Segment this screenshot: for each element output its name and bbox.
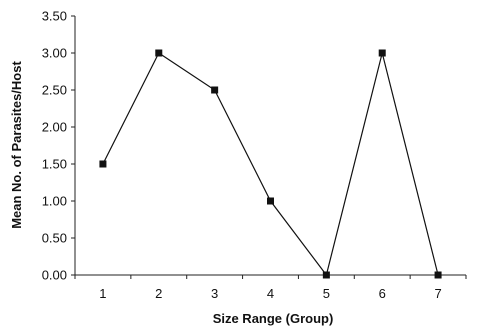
series-line [102,52,439,277]
x-tick-label: 4 [267,286,274,301]
y-tick-label: 3.50 [42,9,67,24]
y-axis-ticks: 0.00 0.50 1.00 1.50 2.00 2.50 3.00 3.50 [42,9,75,283]
data-point [211,86,219,94]
data-point [99,160,107,168]
y-tick-label: 1.50 [42,157,67,172]
y-tick-label: 2.50 [42,83,67,98]
y-tick-label: 0.00 [42,268,67,283]
x-tick-label: 3 [211,286,218,301]
y-tick-label: 1.00 [42,194,67,209]
x-tick-label: 2 [155,286,162,301]
x-tick-label: 6 [379,286,386,301]
data-point [378,49,386,57]
data-point [267,197,274,205]
x-tick-label: 7 [434,286,441,301]
x-tick-label: 5 [323,286,330,301]
x-axis-title: Size Range (Group) [213,311,334,326]
x-tick-label: 1 [99,286,106,301]
series-markers [99,49,442,279]
data-point [434,271,442,279]
y-tick-label: 0.50 [42,231,67,246]
y-tick-label: 2.00 [42,120,67,135]
y-axis-title: Mean No. of Parasites/Host [9,61,24,229]
x-axis-ticks: 1 2 3 4 5 6 7 [74,275,467,301]
y-tick-label: 3.00 [42,46,67,61]
data-point [322,271,330,279]
data-point [155,49,163,57]
